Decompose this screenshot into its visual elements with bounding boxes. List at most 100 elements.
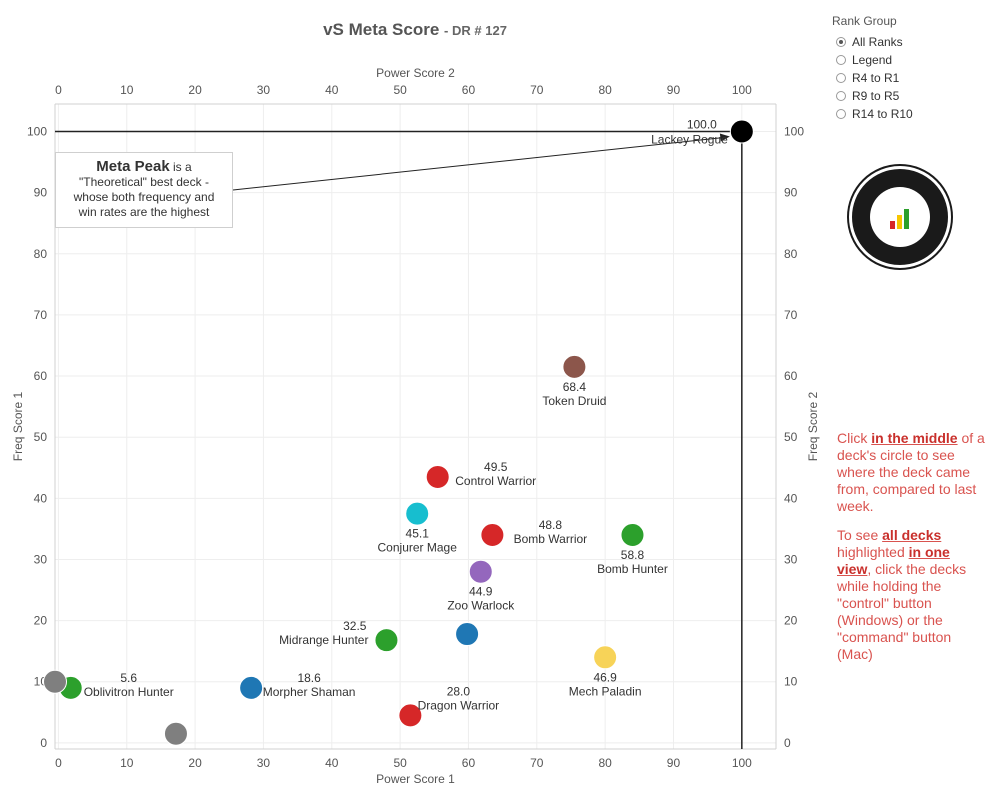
radio-icon[interactable] [836, 73, 846, 83]
y-tick-label-left: 40 [34, 491, 48, 505]
y-tick-label-right: 100 [784, 125, 804, 139]
x-tick-label-top: 40 [325, 83, 339, 97]
y-tick-label-left: 100 [27, 125, 47, 139]
x-tick-label-top: 90 [667, 83, 681, 97]
deck-score-label: 28.0 [447, 684, 471, 698]
deck-point[interactable] [425, 464, 450, 489]
deck-point[interactable] [562, 354, 587, 379]
x-tick-label-top: 70 [530, 83, 544, 97]
x-tick-label-top: 30 [257, 83, 271, 97]
deck-score-label: 49.5 [484, 460, 508, 474]
rank-option-0[interactable]: All Ranks [832, 33, 913, 51]
deck-name-label: Zoo Warlock [447, 599, 515, 613]
rank-option-4[interactable]: R14 to R10 [832, 105, 913, 123]
y-tick-label-left: 70 [34, 308, 48, 322]
x-tick-label-bottom: 30 [257, 756, 271, 770]
deck-score-label: 100.0 [687, 118, 717, 132]
y-tick-label-left: 50 [34, 430, 48, 444]
deck-name-label: Midrange Hunter [279, 633, 368, 647]
rank-option-label: R14 to R10 [852, 107, 913, 121]
deck-score-label: 46.9 [593, 670, 617, 684]
meta-peak-annotation: Meta Peak is a "Theoretical" best deck -… [55, 152, 233, 228]
x-tick-label-bottom: 10 [120, 756, 134, 770]
deck-score-label: 44.9 [469, 585, 493, 599]
x-tick-label-bottom: 100 [732, 756, 752, 770]
deck-score-label: 18.6 [297, 671, 321, 685]
x-tick-label-top: 10 [120, 83, 134, 97]
rank-option-3[interactable]: R9 to R5 [832, 87, 913, 105]
deck-name-label: Mech Paladin [569, 684, 642, 698]
x-tick-label-top: 20 [188, 83, 202, 97]
deck-point[interactable] [468, 559, 493, 584]
deck-point[interactable] [593, 645, 618, 670]
meta-peak-rest: is a [169, 160, 192, 174]
rank-group-title: Rank Group [832, 14, 897, 28]
y-tick-label-right: 20 [784, 614, 798, 628]
x-tick-label-top: 100 [732, 83, 752, 97]
radio-icon[interactable] [836, 55, 846, 65]
y-tick-label-right: 40 [784, 491, 798, 505]
x-tick-label-bottom: 0 [55, 756, 62, 770]
rank-option-1[interactable]: Legend [832, 51, 913, 69]
x-tick-label-top: 50 [393, 83, 407, 97]
deck-name-label: Oblivitron Hunter [84, 685, 174, 699]
deck-score-label: 45.1 [406, 527, 430, 541]
y-tick-label-right: 80 [784, 247, 798, 261]
x-tick-label-bottom: 60 [462, 756, 476, 770]
x-tick-label-bottom: 70 [530, 756, 544, 770]
in-one-view-emphasis: in one view [837, 544, 950, 577]
y-tick-label-left: 30 [34, 552, 48, 566]
instructions-text: Click in the middle of a deck's circle t… [837, 430, 985, 662]
x-axis-title-bottom: Power Score 1 [376, 772, 455, 786]
deck-point[interactable] [480, 523, 505, 548]
y-axis-title-left: Freq Score 1 [11, 391, 25, 461]
chart-title: vS Meta Score - DR # 127 [323, 20, 507, 39]
deck-point[interactable] [239, 675, 264, 700]
deck-score-label: 32.5 [343, 619, 367, 633]
rank-option-label: All Ranks [852, 35, 903, 49]
y-tick-label-right: 70 [784, 308, 798, 322]
rank-option-2[interactable]: R4 to R1 [832, 69, 913, 87]
data-reaper-logo [849, 166, 951, 268]
annotation-arrowhead [719, 133, 730, 142]
deck-point[interactable] [398, 703, 423, 728]
meta-peak-bold: Meta Peak [96, 158, 170, 175]
rank-option-label: Legend [852, 53, 893, 67]
y-tick-label-right: 0 [784, 736, 791, 750]
y-axis-title-right: Freq Score 2 [806, 391, 820, 461]
y-tick-label-left: 0 [40, 736, 47, 750]
deck-score-label: 58.8 [621, 548, 645, 562]
deck-point[interactable] [43, 669, 67, 694]
x-tick-label-bottom: 50 [393, 756, 407, 770]
rank-group-filter: Rank Group All Ranks Legend R4 to R1 R9 to … [832, 14, 913, 123]
deck-point[interactable] [405, 501, 430, 526]
all-decks-emphasis: all decks [882, 527, 942, 543]
x-tick-label-bottom: 90 [667, 756, 681, 770]
meta-peak-line3: whose both frequency and [73, 190, 215, 204]
deck-name-label: Conjurer Mage [378, 541, 458, 555]
deck-name-label: Control Warrior [455, 474, 536, 488]
x-axis-title-top: Power Score 2 [376, 66, 455, 80]
deck-point[interactable] [163, 721, 188, 746]
rank-option-label: R9 to R5 [852, 89, 900, 103]
deck-point[interactable] [374, 628, 399, 653]
x-tick-label-bottom: 80 [598, 756, 612, 770]
deck-point[interactable] [729, 119, 754, 144]
radio-icon[interactable] [836, 109, 846, 119]
deck-score-label: 48.8 [539, 518, 563, 532]
chart-title-sub: DR # 127 [452, 23, 507, 38]
deck-point[interactable] [455, 622, 480, 647]
deck-name-label: Lackey Rogue [651, 133, 728, 147]
rank-option-label: R4 to R1 [852, 71, 900, 85]
x-tick-label-top: 80 [598, 83, 612, 97]
deck-name-label: Morpher Shaman [263, 685, 356, 699]
radio-icon[interactable] [836, 91, 846, 101]
y-tick-label-right: 90 [784, 186, 798, 200]
chart-title-main: vS Meta Score [323, 20, 440, 39]
radio-icon[interactable] [836, 37, 846, 47]
deck-point[interactable] [620, 523, 645, 548]
deck-name-label: Bomb Warrior [514, 532, 588, 546]
y-tick-label-right: 60 [784, 369, 798, 383]
x-tick-label-top: 60 [462, 83, 476, 97]
x-tick-label-top: 0 [55, 83, 62, 97]
